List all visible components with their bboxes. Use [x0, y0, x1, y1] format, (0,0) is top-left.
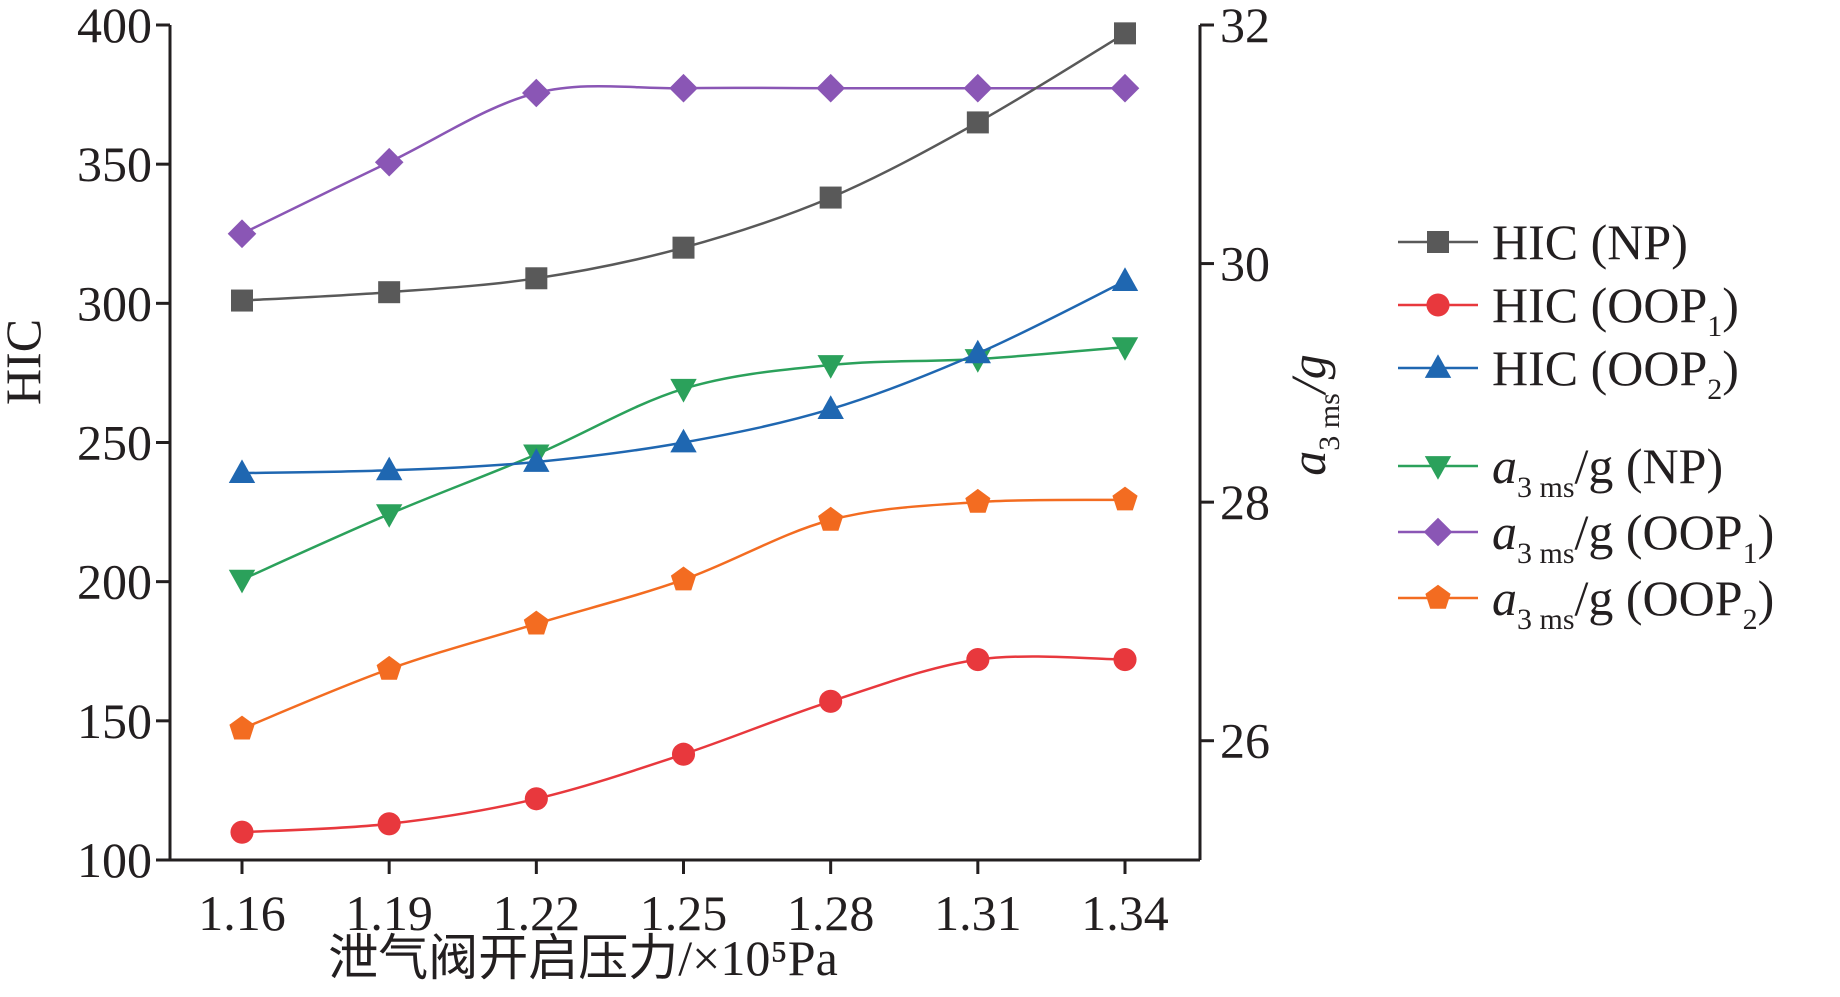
data-point [672, 236, 695, 259]
right-y-axis-title-suffix: /g [1280, 354, 1336, 396]
legend-swatch-marker [1425, 584, 1451, 609]
right-y-tick-label: 26 [1220, 713, 1270, 769]
legend-label: HIC (OOP2) [1492, 340, 1739, 406]
data-point [965, 488, 991, 513]
data-point [376, 504, 403, 528]
data-point [1110, 73, 1140, 103]
data-point [231, 289, 253, 312]
data-point [229, 715, 255, 740]
left-y-tick-label: 200 [77, 554, 152, 610]
right-y-tick-label: 30 [1220, 236, 1270, 292]
right-y-tick-label: 28 [1220, 474, 1270, 530]
legend-item: a3 ms/g (OOP1) [1398, 504, 1774, 570]
data-point [525, 267, 548, 290]
data-point [378, 281, 401, 304]
legend-item: a3 ms/g (OOP2) [1398, 570, 1774, 636]
legend-label: HIC (NP) [1492, 214, 1688, 270]
legend-swatch-marker [1424, 354, 1452, 378]
legend-label: a3 ms/g (NP) [1492, 438, 1723, 504]
legend-swatch-marker [1424, 456, 1452, 480]
legend-swatch-marker [1426, 293, 1450, 317]
x-tick-label: 1.19 [345, 885, 433, 941]
series-line [241, 32, 1126, 302]
x-tick-label: 1.28 [787, 885, 875, 941]
data-point [1113, 648, 1137, 672]
legend-swatch-marker [1423, 517, 1453, 547]
data-point [670, 566, 697, 591]
data-point [523, 448, 550, 472]
data-point [670, 378, 697, 403]
x-tick-label: 1.31 [934, 885, 1022, 941]
data-point [1114, 22, 1136, 45]
left-y-tick-label: 150 [77, 693, 152, 749]
x-tick-label: 1.34 [1081, 885, 1169, 941]
series-1 [231, 22, 1136, 312]
legend-label: HIC (OOP1) [1492, 277, 1739, 343]
left-y-tick-label: 400 [77, 0, 152, 53]
tick-labels: 1.16 1.19 1.22 1.25 1.28 1.31 1.34 100 150 200 250… [77, 0, 1270, 941]
left-y-tick-label: 250 [77, 415, 152, 471]
data-point [523, 610, 549, 635]
x-tick-label: 1.25 [640, 885, 728, 941]
series-3 [228, 267, 1139, 483]
series-4 [228, 337, 1139, 594]
series-line [241, 498, 1126, 730]
data-point [818, 506, 844, 531]
series-layer [227, 22, 1140, 844]
series-6 [229, 486, 1138, 740]
legend-item: HIC (OOP1) [1398, 277, 1739, 343]
legend-label: a3 ms/g (OOP2) [1492, 570, 1774, 636]
data-point [816, 73, 845, 103]
right-y-axis-title-main: a [1280, 451, 1336, 476]
legend-swatch-marker [1427, 231, 1449, 253]
data-point [524, 787, 548, 811]
legend-item: HIC (OOP2) [1398, 340, 1739, 406]
left-y-tick-label: 100 [77, 832, 152, 888]
data-point [376, 456, 403, 481]
data-point [964, 339, 991, 364]
data-point [963, 73, 993, 103]
data-point [228, 569, 256, 594]
legend: HIC (NP) HIC (OOP1)HIC (OOP2) a3 ms/g (NP)… [1398, 214, 1774, 636]
x-axis-title: 泄气阀开启压力/×10⁵Pa [328, 930, 838, 986]
data-point [376, 655, 402, 680]
left-y-tick-label: 350 [77, 136, 152, 192]
data-point [377, 812, 401, 836]
data-point [230, 820, 254, 844]
legend-label: a3 ms/g (OOP1) [1492, 504, 1774, 570]
left-y-tick-label: 300 [77, 275, 152, 331]
data-point [1112, 486, 1138, 511]
data-point [522, 78, 551, 108]
series-line [241, 84, 1125, 235]
data-point [817, 395, 844, 419]
x-tick-label: 1.16 [198, 885, 286, 941]
right-y-axis-title: a3 ms/g [1280, 354, 1346, 475]
legend-item: HIC (NP) [1398, 214, 1688, 270]
x-tick-label: 1.22 [493, 885, 581, 941]
data-point [228, 459, 256, 483]
data-point [671, 742, 696, 766]
left-y-axis-title: HIC [0, 319, 51, 405]
data-point [1111, 337, 1139, 361]
data-point [819, 186, 842, 209]
right-y-axis-title-subscript: 3 ms [1313, 393, 1346, 451]
data-point [374, 147, 404, 177]
data-point [966, 648, 990, 672]
data-point [966, 111, 989, 134]
data-point [669, 73, 698, 103]
series-2 [230, 648, 1137, 844]
data-point [1111, 267, 1139, 291]
data-point [819, 689, 843, 713]
right-y-tick-label: 32 [1220, 0, 1270, 53]
data-point [817, 355, 844, 379]
data-point [227, 219, 257, 249]
axes [156, 23, 1214, 874]
data-point [670, 428, 697, 453]
series-5 [227, 73, 1140, 249]
legend-item: a3 ms/g (NP) [1398, 438, 1723, 504]
